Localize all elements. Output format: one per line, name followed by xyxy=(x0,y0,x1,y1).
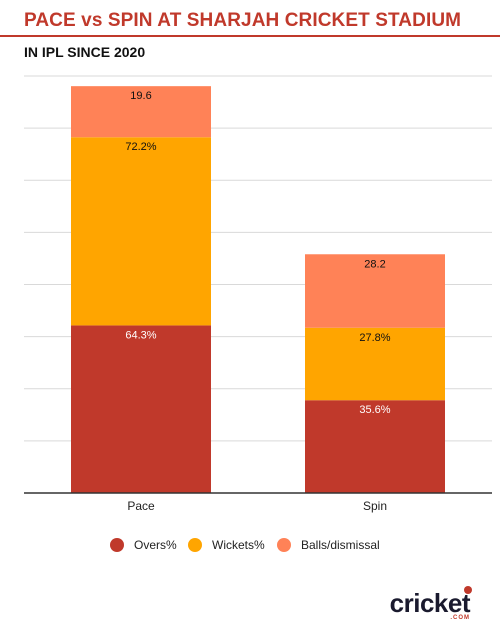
chart-subtitle: IN IPL SINCE 2020 xyxy=(24,44,146,60)
legend-swatch-wickets xyxy=(188,538,202,552)
x-tick-label: Spin xyxy=(363,499,387,513)
bar-segment-pace-1 xyxy=(71,137,211,326)
bar-segment-pace-2 xyxy=(71,86,211,138)
logo-ball-icon xyxy=(464,586,472,594)
data-label: 64.3% xyxy=(125,329,156,341)
legend-item-overs: Overs% xyxy=(110,538,177,552)
data-label: 72.2% xyxy=(125,141,156,153)
legend-swatch-balls xyxy=(277,538,291,552)
logo-text: cricket xyxy=(389,588,471,618)
legend-swatch-overs xyxy=(110,538,124,552)
legend-label-overs: Overs% xyxy=(134,538,177,552)
legend-item-wickets: Wickets% xyxy=(188,538,265,552)
data-label: 19.6 xyxy=(130,90,151,102)
data-label: 35.6% xyxy=(359,404,390,416)
legend-label-wickets: Wickets% xyxy=(212,538,265,552)
cricket-com-logo: cricket .COM xyxy=(389,586,472,621)
data-label: 28.2 xyxy=(364,258,385,270)
chart-legend: Overs% Wickets% Balls/dismissal xyxy=(0,538,500,558)
bar-segment-spin-0 xyxy=(305,400,445,493)
title-divider xyxy=(0,35,500,37)
chart-title: PACE vs SPIN AT SHARJAH CRICKET STADIUM xyxy=(24,10,462,31)
legend-label-balls: Balls/dismissal xyxy=(301,538,380,552)
bar-segment-spin-1 xyxy=(305,327,445,401)
logo-subtext: .COM xyxy=(450,615,470,621)
stacked-bar-chart: 64.3% 72.2% 19.6 Pace 35.6% 27.8% 28.2 Spin xyxy=(24,75,492,513)
bar-segment-spin-2 xyxy=(305,254,445,328)
bar-segment-pace-0 xyxy=(71,325,211,493)
legend-item-balls: Balls/dismissal xyxy=(277,538,380,552)
data-label: 27.8% xyxy=(359,332,390,344)
x-tick-label: Pace xyxy=(127,499,155,513)
